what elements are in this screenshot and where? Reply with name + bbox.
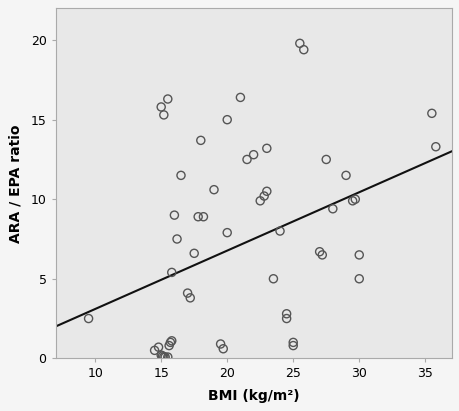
Point bbox=[219, 346, 226, 352]
X-axis label: BMI (kg/m²): BMI (kg/m²) bbox=[207, 389, 299, 403]
Point bbox=[160, 112, 167, 118]
Point bbox=[160, 353, 167, 360]
Y-axis label: ARA / EPA ratio: ARA / EPA ratio bbox=[8, 124, 22, 242]
Point bbox=[165, 342, 173, 349]
Point bbox=[177, 172, 184, 179]
Point bbox=[315, 248, 323, 255]
Point bbox=[168, 337, 175, 344]
Point bbox=[318, 252, 325, 258]
Point bbox=[256, 198, 263, 204]
Point bbox=[85, 315, 92, 322]
Point bbox=[164, 354, 171, 360]
Point bbox=[223, 116, 230, 123]
Point bbox=[260, 193, 267, 199]
Point bbox=[210, 187, 217, 193]
Point bbox=[282, 310, 290, 317]
Point bbox=[217, 341, 224, 347]
Point bbox=[184, 290, 191, 296]
Point bbox=[289, 339, 296, 346]
Point bbox=[199, 213, 207, 220]
Point bbox=[263, 188, 270, 194]
Point bbox=[236, 94, 244, 101]
Point bbox=[186, 295, 194, 301]
Point bbox=[322, 156, 329, 163]
Point bbox=[157, 352, 164, 358]
Point bbox=[164, 96, 171, 102]
Point bbox=[427, 110, 435, 117]
Point bbox=[161, 354, 168, 360]
Point bbox=[249, 151, 257, 158]
Point bbox=[170, 212, 178, 218]
Point bbox=[243, 156, 250, 163]
Point bbox=[197, 137, 204, 144]
Point bbox=[151, 347, 158, 353]
Point bbox=[190, 250, 197, 256]
Point bbox=[223, 229, 230, 236]
Point bbox=[289, 342, 296, 349]
Point bbox=[329, 206, 336, 212]
Point bbox=[282, 315, 290, 322]
Point bbox=[155, 344, 162, 351]
Point bbox=[263, 145, 270, 152]
Point bbox=[296, 40, 303, 46]
Point bbox=[431, 143, 438, 150]
Point bbox=[157, 104, 164, 110]
Point bbox=[355, 275, 362, 282]
Point bbox=[167, 339, 174, 346]
Point bbox=[173, 236, 180, 242]
Point bbox=[351, 196, 358, 203]
Point bbox=[269, 275, 276, 282]
Point bbox=[299, 46, 307, 53]
Point bbox=[276, 228, 283, 234]
Point bbox=[194, 213, 202, 220]
Point bbox=[355, 252, 362, 258]
Point bbox=[348, 198, 356, 204]
Point bbox=[341, 172, 349, 179]
Point bbox=[158, 353, 166, 359]
Point bbox=[168, 269, 175, 276]
